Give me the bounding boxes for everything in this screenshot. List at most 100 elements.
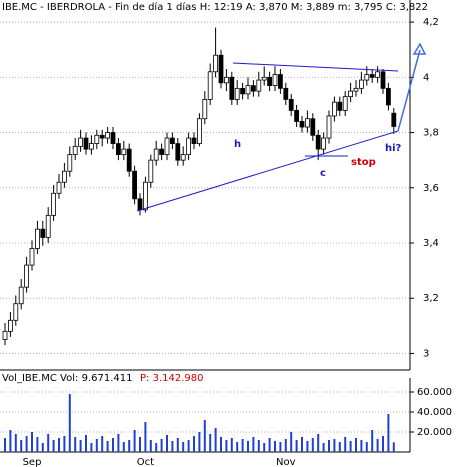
candle-body: [337, 101, 343, 111]
annotation: c: [320, 168, 326, 179]
candle-body: [159, 148, 165, 156]
candle-body: [56, 181, 62, 194]
volume-bar: [74, 437, 77, 452]
volume-bar: [149, 440, 152, 452]
volume-bar: [257, 440, 260, 452]
volume-bar: [230, 438, 233, 452]
volume-bar: [360, 440, 363, 452]
annotation: stop: [351, 157, 376, 168]
candle-body: [110, 132, 116, 144]
volume-bar: [236, 442, 239, 452]
volume-bar: [225, 440, 228, 452]
candle-body: [45, 214, 51, 238]
volume-title: Vol_IBE.MC Vol: 9.671.411: [2, 373, 132, 384]
candle-body: [67, 154, 73, 172]
candle-body: [207, 71, 213, 100]
candle-body: [186, 137, 192, 156]
candle-body: [391, 112, 397, 127]
volume-bar: [247, 441, 249, 452]
candle-body: [213, 54, 219, 73]
y-tick-label: 4: [423, 72, 429, 83]
candle-body: [13, 303, 19, 321]
volume-bar: [139, 437, 141, 452]
volume-bar: [290, 432, 293, 452]
volume-bar: [263, 443, 266, 452]
candle-body: [99, 134, 105, 139]
candle-body: [272, 74, 278, 86]
volume-bar: [101, 436, 104, 452]
candle-body: [89, 143, 94, 150]
candle-body: [277, 74, 283, 89]
candle-body: [24, 264, 30, 288]
x-tick-label: Sep: [23, 457, 42, 467]
volume-bar: [311, 438, 314, 452]
y-tick-label: 3,2: [423, 293, 439, 304]
candle-body: [331, 101, 337, 117]
y-tick-label: 3,4: [423, 238, 439, 249]
candle-body: [153, 148, 159, 161]
candle-body: [288, 99, 294, 111]
volume-bar: [252, 437, 255, 452]
candle-body: [35, 228, 40, 249]
candle-body: [164, 137, 170, 156]
volume-bar: [14, 434, 17, 452]
volume-bar: [317, 434, 320, 452]
y-tick-label: 3,6: [423, 183, 439, 194]
volume-bar: [31, 432, 33, 452]
volume-bar: [220, 437, 222, 452]
candle-body: [142, 181, 148, 211]
candle-body: [2, 330, 8, 341]
candle-body: [256, 79, 262, 92]
candle-body: [326, 115, 332, 139]
candle-body: [240, 87, 246, 95]
volume-bar: [301, 437, 303, 452]
candle-body: [321, 137, 327, 150]
candle-body: [358, 79, 364, 89]
volume-bar: [85, 435, 87, 452]
candle-body: [310, 118, 316, 136]
candle-body: [375, 71, 381, 78]
trend-line: [136, 130, 399, 212]
volume-bar: [274, 441, 276, 452]
candle-body: [196, 118, 202, 144]
candle-body: [137, 198, 143, 211]
candle-body: [385, 87, 391, 106]
candle-body: [294, 110, 300, 122]
candle-body: [126, 148, 132, 172]
y-tick-label: 60.000: [417, 387, 452, 398]
annotation: hi?: [385, 143, 402, 154]
volume-bar: [36, 437, 39, 452]
volume-bar: [133, 430, 136, 452]
candle-body: [116, 143, 121, 156]
volume-bar: [155, 443, 158, 452]
volume-bar: [365, 442, 368, 452]
candle-body: [369, 74, 375, 78]
volume-bar: [79, 440, 82, 452]
volume-bar: [371, 430, 374, 452]
volume-bar: [166, 435, 168, 452]
volume-bar: [392, 442, 395, 452]
volume-bar: [4, 438, 6, 452]
candle-body: [261, 76, 267, 81]
chart-title: IBE.MC - IBERDROLA - Fin de día 1 días H…: [2, 1, 428, 13]
volume-bar: [214, 428, 217, 452]
candle-body: [364, 74, 370, 81]
volume-bar: [209, 434, 212, 452]
candle-body: [169, 137, 175, 144]
candle-body: [105, 132, 110, 139]
volume-bar: [176, 438, 179, 452]
trend-line: [232, 62, 399, 72]
candle-body: [78, 137, 83, 147]
volume-bar: [268, 438, 271, 452]
volume-bar: [58, 438, 60, 452]
volume-bar: [387, 414, 390, 452]
volume-bar: [25, 436, 28, 452]
candle-body: [342, 96, 348, 111]
volume-bar: [338, 442, 341, 452]
volume-bar: [182, 442, 185, 452]
y-tick-label: 4,2: [423, 17, 439, 28]
volume-subtitle: P: 3.142.980: [140, 373, 203, 384]
arrow-head: [412, 42, 427, 55]
candle-body: [18, 286, 24, 305]
